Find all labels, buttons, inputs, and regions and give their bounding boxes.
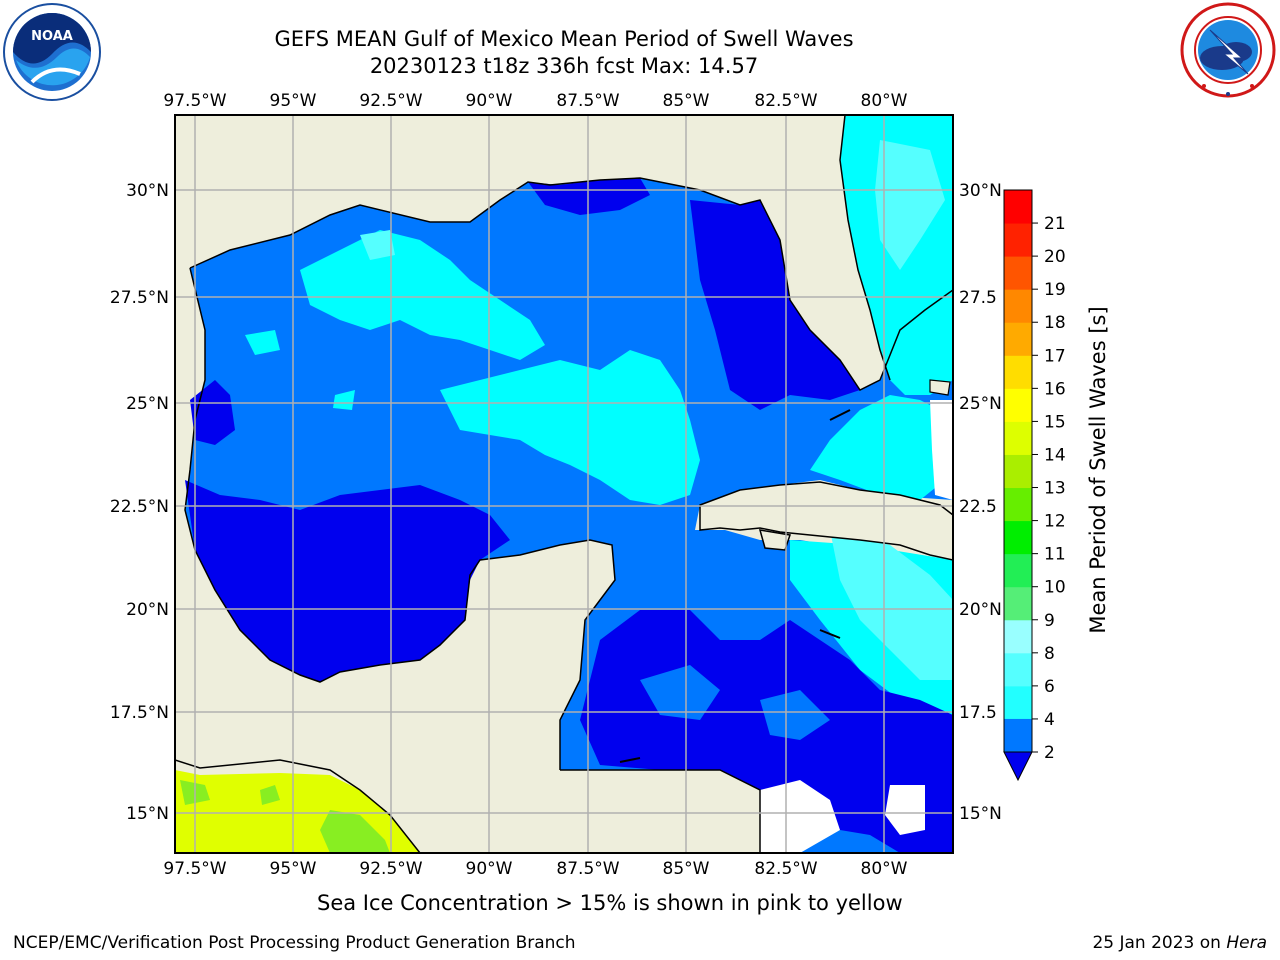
- colorbar-tick-label: 14: [1044, 445, 1066, 465]
- gulf-coastline: [189, 177, 953, 391]
- lon-label-bottom: 92.5°W: [359, 859, 422, 879]
- colorbar-tick-label: 15: [1044, 412, 1066, 432]
- cuba: [699, 481, 953, 561]
- lon-label-top: 97.5°W: [163, 91, 226, 111]
- noaa-logo: NOAA: [3, 3, 101, 101]
- lat-label-left: 25°N: [126, 394, 169, 414]
- colorbar-label: Mean Period of Swell Waves [s]: [1086, 306, 1110, 633]
- colorbar-segment: [1004, 553, 1032, 588]
- lon-label-top: 92.5°W: [359, 91, 422, 111]
- lon-label-top: 82.5°W: [754, 91, 817, 111]
- lat-label-right: 27.5: [959, 288, 997, 308]
- lon-label-top: 95°W: [270, 91, 317, 111]
- colorbar-segment: [1004, 421, 1032, 455]
- footer-host: Hera: [1226, 933, 1267, 953]
- colorbar-segment: [1004, 289, 1032, 323]
- colorbar-segment: [1004, 256, 1032, 290]
- colorbar-tick-label: 19: [1044, 280, 1066, 300]
- lon-label-bottom: 85°W: [663, 859, 710, 879]
- colorbar-tick-label: 21: [1044, 214, 1066, 234]
- lon-label-top: 90°W: [466, 91, 513, 111]
- colorbar-segment: [1004, 487, 1032, 522]
- map-frame: [174, 114, 954, 854]
- colorbar-segment: [1004, 685, 1032, 720]
- lon-label-bottom: 90°W: [466, 859, 513, 879]
- colorbar-outline: [1003, 189, 1033, 753]
- colorbar-segment: [1004, 355, 1032, 389]
- lon-label-top: 85°W: [663, 91, 710, 111]
- colorbar-segment: [1004, 454, 1032, 489]
- footer-credit: NCEP/EMC/Verification Post Processing Pr…: [13, 933, 576, 953]
- colorbar-extend-arrow: [1003, 751, 1033, 782]
- colorbar-tick-label: 20: [1044, 247, 1066, 267]
- colorbar-segment: [1004, 190, 1032, 224]
- graticule: [175, 115, 953, 853]
- lat-label-right: 15°N: [959, 804, 1002, 824]
- colorbar-tick-label: 8: [1044, 644, 1055, 664]
- lat-label-right: 25°N: [959, 394, 1002, 414]
- lon-label-top: 87.5°W: [556, 91, 619, 111]
- colorbar-segment: [1004, 322, 1032, 356]
- lon-label-bottom: 87.5°W: [556, 859, 619, 879]
- lon-label-bottom: 80°W: [861, 859, 908, 879]
- deep-east-gulf: [690, 200, 860, 410]
- lat-label-left: 20°N: [126, 600, 169, 620]
- footer-date-text: 25 Jan 2023 on: [1092, 933, 1227, 953]
- noaa-logo-text: NOAA: [31, 29, 73, 44]
- colorbar-tick-label: 6: [1044, 677, 1055, 697]
- colorbar-segment: [1004, 586, 1032, 621]
- colorbar-tick-label: 11: [1044, 545, 1066, 565]
- map-title: GEFS MEAN Gulf of Mexico Mean Period of …: [274, 27, 854, 51]
- nws-logo: [1180, 2, 1276, 98]
- colorbar-segment: [1004, 520, 1032, 555]
- map-subtitle: 20230123 t18z 336h fcst Max: 14.57: [369, 54, 759, 78]
- lat-label-left: 15°N: [126, 804, 169, 824]
- colorbar-segment: [1004, 652, 1032, 687]
- lon-label-top: 80°W: [861, 91, 908, 111]
- lat-label-left: 17.5°N: [110, 703, 169, 723]
- colorbar-segment: [1004, 718, 1032, 752]
- colorbar-tick-label: 4: [1044, 710, 1055, 730]
- cyan-patch-central: [440, 350, 700, 505]
- colorbar-segment: [1004, 223, 1032, 257]
- sea-ice-caption: Sea Ice Concentration > 15% is shown in …: [317, 891, 903, 915]
- colorbar-segment: [1004, 388, 1032, 422]
- lat-label-left: 22.5°N: [110, 497, 169, 517]
- colorbar-tick-label: 16: [1044, 379, 1066, 399]
- colorbar-tick-label: 10: [1044, 578, 1066, 598]
- footer-date: 25 Jan 2023 on Hera: [1092, 933, 1267, 953]
- lon-label-bottom: 82.5°W: [754, 859, 817, 879]
- lat-label-right: 22.5: [959, 497, 997, 517]
- lon-label-bottom: 95°W: [270, 859, 317, 879]
- lat-label-right: 30°N: [959, 181, 1002, 201]
- lon-label-bottom: 97.5°W: [163, 859, 226, 879]
- colorbar-tick-label: 2: [1044, 743, 1055, 763]
- colorbar-tick-label: 9: [1044, 611, 1055, 631]
- lat-label-left: 27.5°N: [110, 288, 169, 308]
- deep-west-gulf: [185, 480, 510, 682]
- colorbar-tick-label: 17: [1044, 346, 1066, 366]
- colorbar-tick-label: 13: [1044, 479, 1066, 499]
- colorbar-tick-label: 12: [1044, 512, 1066, 532]
- cyan-patch-north: [300, 230, 545, 360]
- lat-label-right: 20°N: [959, 600, 1002, 620]
- lat-label-right: 17.5: [959, 703, 997, 723]
- lat-label-left: 30°N: [126, 181, 169, 201]
- colorbar-segment: [1004, 619, 1032, 654]
- colorbar: 2 4 6 8 9 10 11 12 13 14 15 16 17 18 19 20 21: [1003, 189, 1066, 782]
- colorbar-tick-label: 18: [1044, 313, 1066, 333]
